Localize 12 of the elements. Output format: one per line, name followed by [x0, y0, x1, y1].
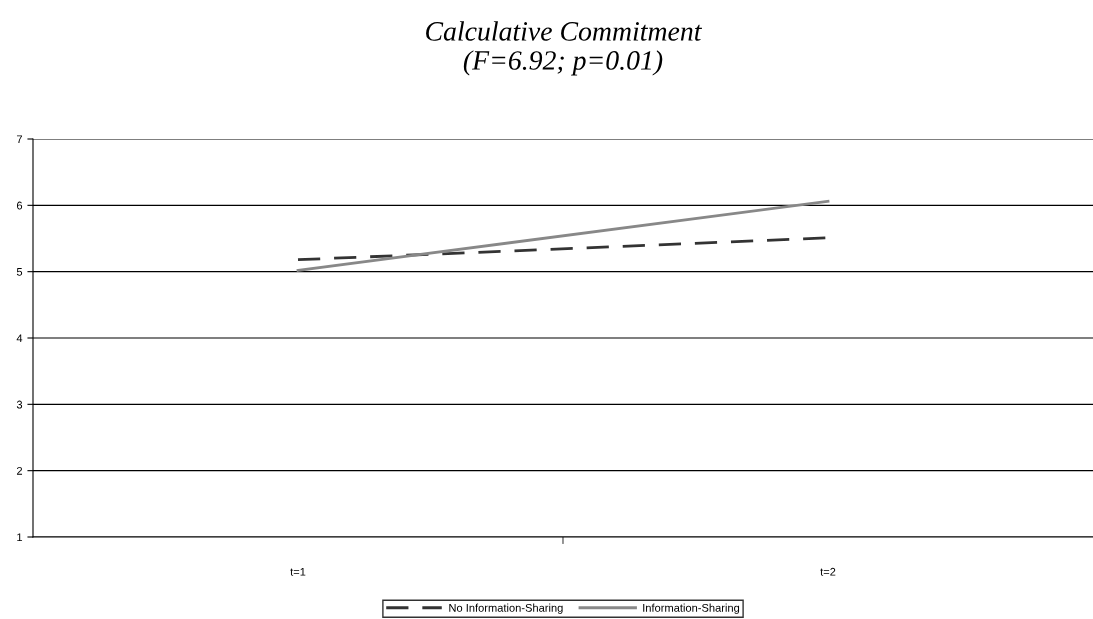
y-tick-label: 6 — [16, 201, 23, 210]
x-tick-label: t=2 — [820, 567, 836, 576]
y-tick-label: 1 — [17, 533, 23, 542]
y-tick-label: 4 — [16, 334, 23, 343]
legend-label: No Information-Sharing — [449, 603, 563, 614]
y-tick-label: 7 — [16, 135, 23, 144]
chart-title: Calculative Commitment (F=6.92; p=0.01) — [426, 21, 703, 76]
y-tick-label: 5 — [16, 268, 23, 276]
x-tick-label: t=1 — [290, 567, 306, 576]
y-tick-label: 2 — [16, 466, 23, 475]
y-tick-label: 3 — [16, 400, 23, 409]
legend-label: Information-Sharing — [643, 603, 740, 614]
